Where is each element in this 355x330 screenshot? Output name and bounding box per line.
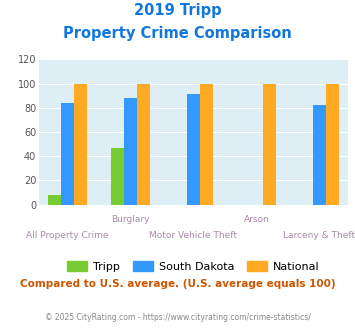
Bar	[326, 83, 339, 205]
Text: © 2025 CityRating.com - https://www.cityrating.com/crime-statistics/: © 2025 CityRating.com - https://www.city…	[45, 314, 310, 322]
Text: All Property Crime: All Property Crime	[26, 231, 109, 240]
Text: Burglary: Burglary	[111, 214, 150, 223]
Bar	[111, 148, 124, 205]
Bar	[313, 105, 326, 205]
Bar	[263, 83, 276, 205]
Text: Motor Vehicle Theft: Motor Vehicle Theft	[149, 231, 237, 240]
Bar	[124, 98, 137, 205]
Legend: Tripp, South Dakota, National: Tripp, South Dakota, National	[63, 257, 324, 276]
Text: Compared to U.S. average. (U.S. average equals 100): Compared to U.S. average. (U.S. average …	[20, 279, 335, 289]
Text: Arson: Arson	[244, 214, 269, 223]
Bar	[137, 83, 150, 205]
Bar	[74, 83, 87, 205]
Text: 2019 Tripp: 2019 Tripp	[134, 3, 221, 18]
Bar	[200, 83, 213, 205]
Text: Larceny & Theft: Larceny & Theft	[284, 231, 355, 240]
Bar	[48, 195, 61, 205]
Bar	[61, 103, 74, 205]
Text: Property Crime Comparison: Property Crime Comparison	[63, 26, 292, 41]
Bar	[187, 94, 200, 205]
